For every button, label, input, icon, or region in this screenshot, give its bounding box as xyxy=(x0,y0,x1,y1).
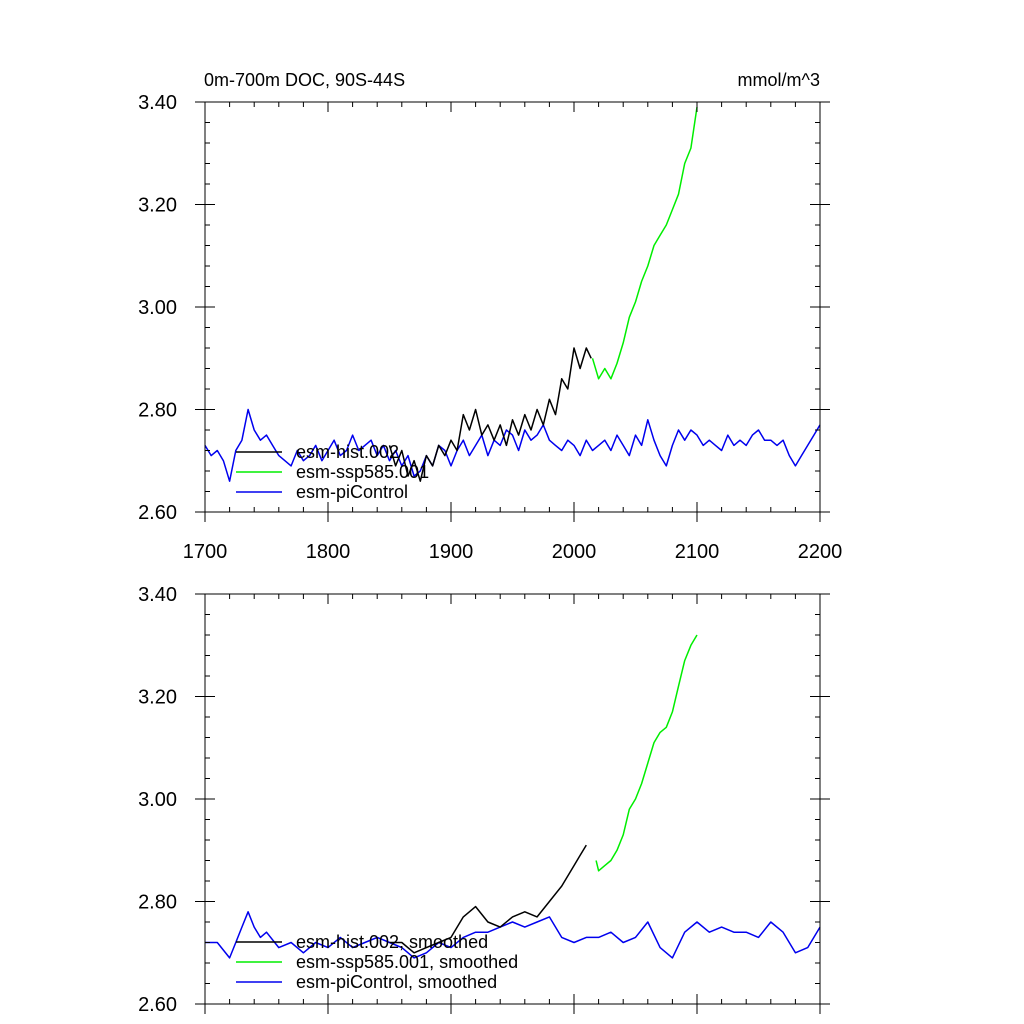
top-y-tick-label: 2.80 xyxy=(138,400,177,422)
top-series-2-line xyxy=(204,408,821,482)
bottom-plot-frame xyxy=(204,593,821,1005)
bottom-y-tick-label: 3.40 xyxy=(138,584,177,606)
top-legend-label-0: esm-hist.002 xyxy=(296,442,399,462)
bottom-y-tick-label: 2.60 xyxy=(138,994,177,1016)
top-labels-layer: 2.60 2.80 3.00 3.20 3.40 1700 1800 1900 2000 2100… xyxy=(138,92,842,563)
top-plot-frame xyxy=(204,101,821,513)
top-x-tick-label: 1900 xyxy=(429,541,474,563)
bottom-series-layer xyxy=(205,634,821,959)
bottom-ticks-layer xyxy=(195,593,830,1014)
bottom-legend-label-0: esm-hist.002, smoothed xyxy=(296,932,488,952)
top-y-tick-label: 3.00 xyxy=(138,297,177,319)
top-y-tick-label: 3.40 xyxy=(138,92,177,114)
bottom-series-1-line xyxy=(595,634,698,872)
bottom-labels-layer: 2.60 2.80 3.00 3.20 3.40 xyxy=(138,584,177,1016)
bottom-legend-label-2: esm-piControl, smoothed xyxy=(296,972,497,992)
bottom-y-tick-label: 2.80 xyxy=(138,892,177,914)
bottom-y-tick-label: 3.00 xyxy=(138,789,177,811)
top-series-1-line xyxy=(591,106,698,380)
bottom-panel: 2.60 2.80 3.00 3.20 3.40 esm-hist.002, smoot… xyxy=(138,584,830,1016)
top-ticks-layer xyxy=(195,101,830,522)
top-series-layer xyxy=(204,106,821,482)
bottom-legend-label-1: esm-ssp585.001, smoothed xyxy=(296,952,518,972)
bottom-y-tick-label: 3.20 xyxy=(138,687,177,709)
top-legend-label-1: esm-ssp585.001 xyxy=(296,462,429,482)
top-x-tick-label: 2000 xyxy=(552,541,597,563)
top-panel: 0m-700m DOC, 90S-44S mmol/m^3 2.60 2.80 3.… xyxy=(138,70,842,563)
top-x-tick-label: 1700 xyxy=(183,541,228,563)
bottom-series-0-line xyxy=(389,844,587,954)
top-x-tick-label: 2100 xyxy=(675,541,720,563)
top-units-label: mmol/m^3 xyxy=(738,70,820,90)
top-y-tick-label: 3.20 xyxy=(138,195,177,217)
top-x-tick-label: 1800 xyxy=(306,541,351,563)
top-y-tick-label: 2.60 xyxy=(138,502,177,524)
top-x-tick-label: 2200 xyxy=(798,541,843,563)
bottom-series-2-line xyxy=(205,911,821,959)
top-legend-label-2: esm-piControl xyxy=(296,482,408,502)
top-chart-title: 0m-700m DOC, 90S-44S xyxy=(204,70,405,90)
top-series-0-line xyxy=(388,347,592,482)
